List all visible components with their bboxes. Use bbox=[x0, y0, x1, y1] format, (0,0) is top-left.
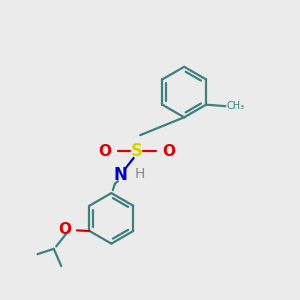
Text: H: H bbox=[134, 167, 145, 181]
Text: O: O bbox=[98, 144, 111, 159]
Text: O: O bbox=[162, 144, 175, 159]
Text: N: N bbox=[113, 166, 127, 184]
Text: S: S bbox=[130, 142, 142, 160]
Text: CH₃: CH₃ bbox=[227, 101, 245, 111]
Text: O: O bbox=[58, 222, 71, 237]
